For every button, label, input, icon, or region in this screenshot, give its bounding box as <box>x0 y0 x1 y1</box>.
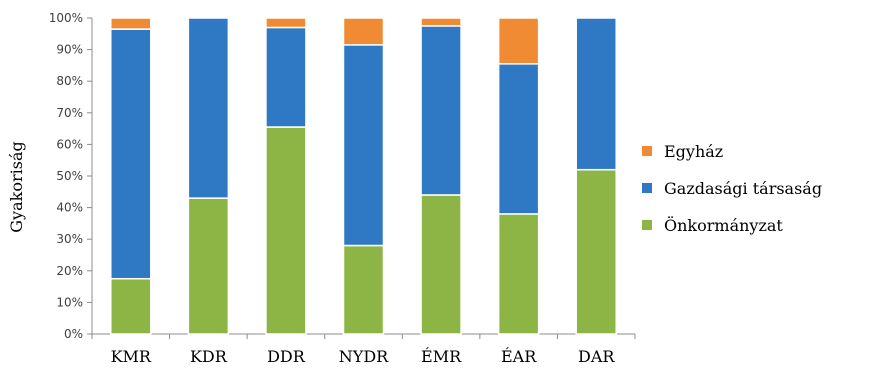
y-tick-label: 90% <box>56 43 83 57</box>
bar-segment <box>110 17 152 30</box>
bar-segment <box>110 277 152 335</box>
bar-segment <box>187 197 230 335</box>
y-tick-label: 10% <box>56 295 83 309</box>
bars <box>110 17 617 335</box>
bar-segment <box>420 194 462 335</box>
bar-segment <box>342 244 385 335</box>
legend-label: Gazdasági társaság <box>664 178 823 198</box>
legend-label: Egyház <box>664 141 724 161</box>
x-category-label: DDR <box>267 347 306 366</box>
y-tick-label: 40% <box>56 201 83 215</box>
legend-swatch <box>642 220 652 230</box>
axis-labels: 0% 10% 20% 30% 40% 50% 60% 70% 80% 90% 100% KMR KDR D… <box>49 11 616 366</box>
x-category-label: NYDR <box>339 347 389 366</box>
legend-label: Önkormányzat <box>664 215 783 235</box>
y-tick-label: 100% <box>49 11 83 25</box>
bar-segment <box>497 17 540 65</box>
bar-segment <box>265 17 307 29</box>
legend-item: Önkormányzat <box>642 214 870 236</box>
bar-segment <box>187 17 230 199</box>
x-category-label: KDR <box>190 347 228 366</box>
y-tick-label: 0% <box>64 327 83 341</box>
y-tick-label: 80% <box>56 74 83 88</box>
bar-segment <box>342 17 385 46</box>
y-tick-label: 60% <box>56 137 83 151</box>
bar-segment <box>265 126 307 335</box>
bar-segment <box>497 213 540 335</box>
axes <box>87 17 636 339</box>
legend-item: Egyház <box>642 140 870 162</box>
y-axis-title: Gyakoriság <box>7 141 26 232</box>
legend-item: Gazdasági társaság <box>642 177 870 199</box>
legend-swatch <box>642 146 652 156</box>
bar-segment <box>575 168 617 335</box>
bar-segment <box>265 26 307 128</box>
y-tick-label: 70% <box>56 106 83 120</box>
y-tick-label: 50% <box>56 169 83 183</box>
bar-segment <box>420 17 462 27</box>
y-tick-label: 20% <box>56 264 83 278</box>
y-tick-label: 30% <box>56 232 83 246</box>
x-category-label: ÉAR <box>501 346 537 366</box>
bar-segment <box>342 44 385 247</box>
legend: Egyház Gazdasági társaság Önkormányzat <box>642 140 870 251</box>
legend-swatch <box>642 183 652 193</box>
bar-segment <box>575 17 617 171</box>
x-category-label: KMR <box>111 347 152 366</box>
bar-segment <box>110 28 152 280</box>
bar-segment <box>420 25 462 196</box>
x-category-label: DAR <box>578 347 615 366</box>
x-category-label: ÉMR <box>421 346 462 366</box>
bar-segment <box>497 63 540 215</box>
